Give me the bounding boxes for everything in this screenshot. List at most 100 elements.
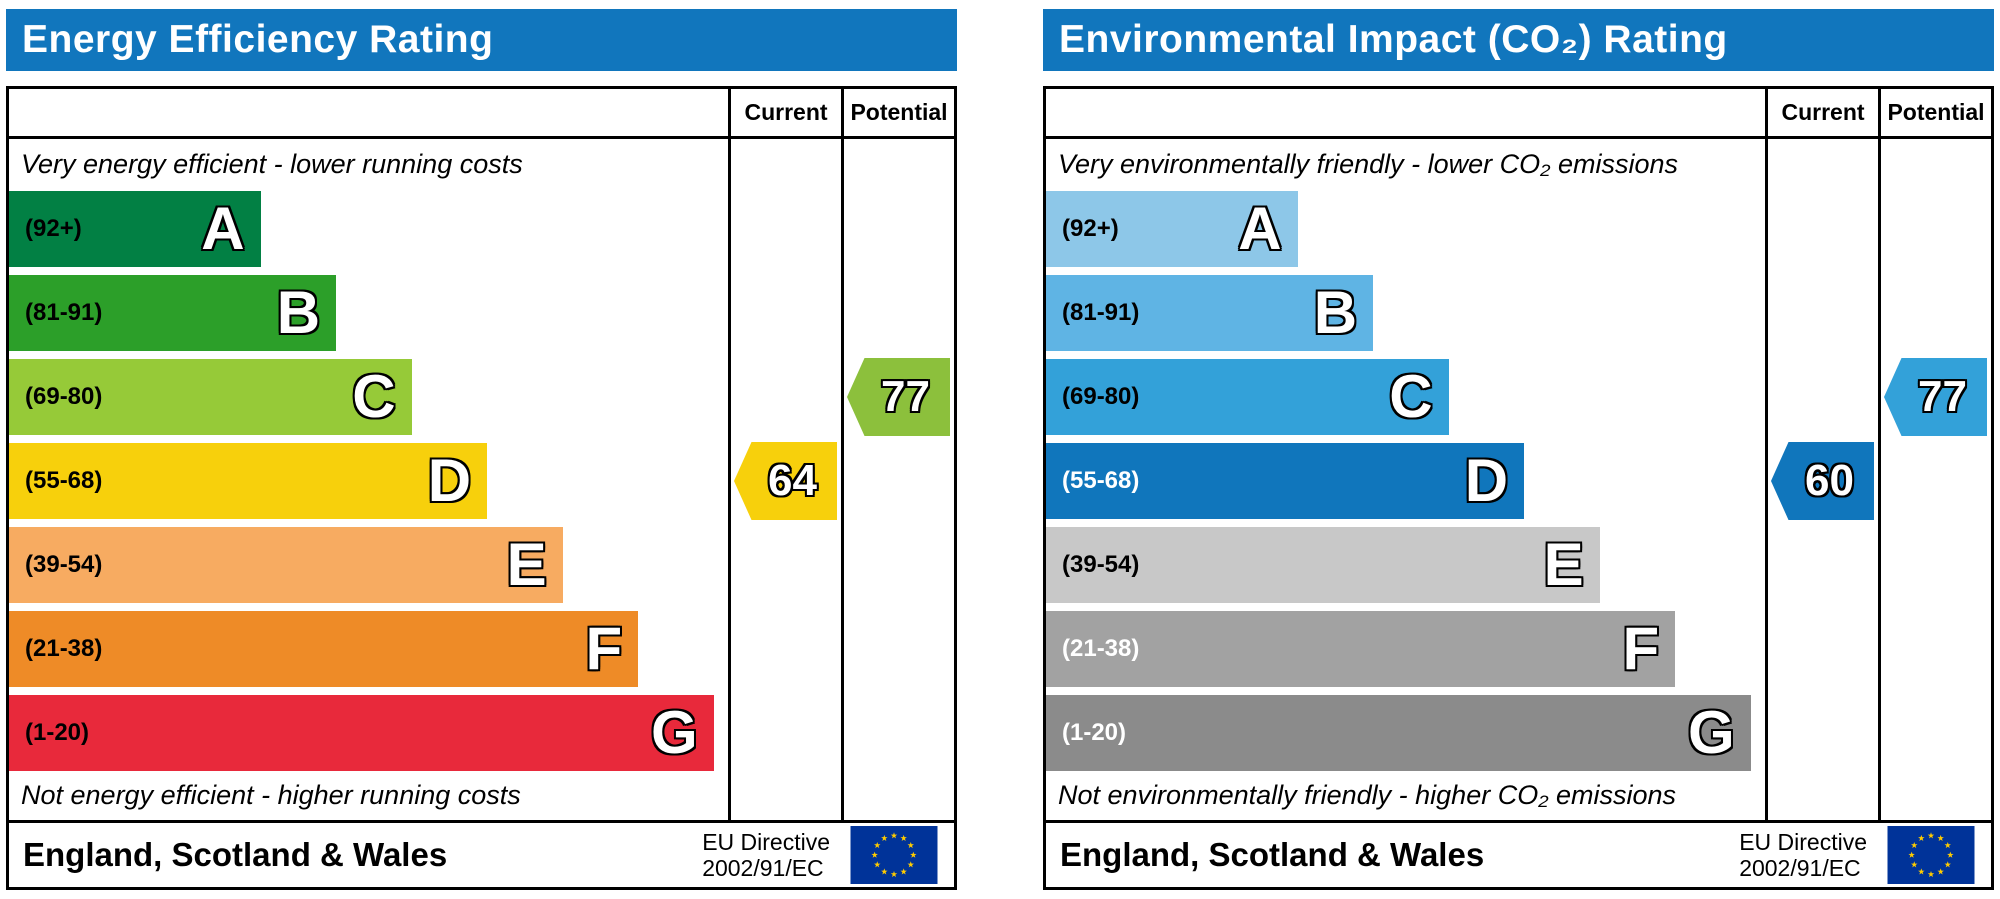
band-range-label: (92+) <box>1062 215 1119 242</box>
band-range-label: (1-20) <box>1062 719 1127 746</box>
band-range-label: (39-54) <box>1062 551 1140 578</box>
band-row-c: (69-80) C <box>1046 359 1765 435</box>
band-letter: A <box>201 195 245 262</box>
eu-directive-line1: EU Directive <box>1739 828 1867 855</box>
band-range-label: (1-20) <box>25 719 90 746</box>
band-list: (92+) A (81-91) B (69-80) C (55-68) D (39-54) E (2… <box>1046 191 1765 771</box>
band-row-b: (81-91) B <box>9 275 728 351</box>
eu-directive-label: EU Directive 2002/91/EC <box>702 829 830 882</box>
eu-directive-line2: 2002/91/EC <box>702 855 824 881</box>
band-letter: F <box>1622 615 1660 682</box>
band-bar-a: (92+) A <box>1046 191 1298 267</box>
potential-column-header: Potential <box>1878 89 1991 136</box>
chart-title: Energy Efficiency Rating <box>22 18 494 61</box>
band-bar-b: (81-91) B <box>9 275 337 351</box>
band-range-label: (69-80) <box>1062 383 1140 410</box>
band-letter: E <box>506 531 547 598</box>
bottom-note: Not energy efficient - higher running co… <box>21 780 521 810</box>
band-range-label: (69-80) <box>25 383 103 410</box>
band-letter: D <box>1464 447 1509 514</box>
eu-directive-line2: 2002/91/EC <box>1739 855 1861 881</box>
band-row-b: (81-91) B <box>1046 275 1765 351</box>
current-rating-arrow: 60 <box>1771 442 1874 520</box>
chart-footer: England, Scotland & Wales EU Directive 2… <box>9 820 954 887</box>
band-bar-e: (39-54) E <box>9 527 563 603</box>
band-range-label: (55-68) <box>1062 467 1140 494</box>
eu-directive-line1: EU Directive <box>702 828 830 855</box>
header-spacer <box>1046 89 1765 136</box>
band-area: Very energy efficient - lower running co… <box>9 136 728 820</box>
band-letter: E <box>1543 531 1584 598</box>
chart-footer: England, Scotland & Wales EU Directive 2… <box>1046 820 1991 887</box>
current-column-header: Current <box>1765 89 1878 136</box>
band-row-e: (39-54) E <box>9 527 728 603</box>
band-bar-f: (21-38) F <box>1046 611 1676 687</box>
top-note: Very energy efficient - lower running co… <box>21 148 523 179</box>
current-column: 64 <box>728 136 841 820</box>
band-row-c: (69-80) C <box>9 359 728 435</box>
band-bar-d: (55-68) D <box>9 443 488 519</box>
band-letter: G <box>1687 699 1735 766</box>
band-bar-c: (69-80) C <box>1046 359 1449 435</box>
band-list: (92+) A (81-91) B (69-80) C (55-68) D (39-54) E (2… <box>9 191 728 771</box>
band-letter: A <box>1238 195 1282 262</box>
band-bar-c: (69-80) C <box>9 359 412 435</box>
top-note: Very environmentally friendly - lower CO… <box>1058 148 1678 179</box>
band-letter: D <box>427 447 472 514</box>
potential-column: 77 <box>841 136 954 820</box>
band-letter: C <box>352 363 396 430</box>
eu-flag-icon <box>1881 826 1981 884</box>
header-spacer <box>9 89 728 136</box>
band-bar-e: (39-54) E <box>1046 527 1600 603</box>
band-row-e: (39-54) E <box>1046 527 1765 603</box>
chart-grid: Current Potential Very energy efficient … <box>9 89 954 820</box>
current-column-header: Current <box>728 89 841 136</box>
bottom-note: Not environmentally friendly - higher CO… <box>1058 780 1677 810</box>
energy-efficiency-rating-chart: Energy Efficiency Rating Current Potenti… <box>6 9 957 890</box>
band-bar-b: (81-91) B <box>1046 275 1374 351</box>
band-letter: C <box>1389 363 1433 430</box>
band-letter: B <box>1313 279 1358 346</box>
band-letter: B <box>276 279 321 346</box>
band-bar-g: (1-20) G <box>9 695 714 771</box>
region-label: England, Scotland & Wales <box>23 836 448 873</box>
band-row-a: (92+) A <box>9 191 728 267</box>
band-bar-f: (21-38) F <box>9 611 639 687</box>
band-row-d: (55-68) D <box>1046 443 1765 519</box>
band-area: Very environmentally friendly - lower CO… <box>1046 136 1765 820</box>
band-range-label: (92+) <box>25 215 82 242</box>
potential-column: 77 <box>1878 136 1991 820</box>
current-column: 60 <box>1765 136 1878 820</box>
band-range-label: (55-68) <box>25 467 103 494</box>
potential-rating-arrow: 77 <box>1884 358 1987 436</box>
band-range-label: (81-91) <box>25 299 103 326</box>
chart-title: Environmental Impact (CO₂) Rating <box>1059 18 1728 61</box>
eu-directive-label: EU Directive 2002/91/EC <box>1739 829 1867 882</box>
chart-grid: Current Potential Very environmentally f… <box>1046 89 1991 820</box>
potential-rating-arrow: 77 <box>847 358 950 436</box>
band-row-a: (92+) A <box>1046 191 1765 267</box>
potential-column-header: Potential <box>841 89 954 136</box>
band-row-f: (21-38) F <box>9 611 728 687</box>
band-range-label: (21-38) <box>1062 635 1140 662</box>
band-letter: F <box>585 615 623 682</box>
band-row-f: (21-38) F <box>1046 611 1765 687</box>
band-bar-a: (92+) A <box>9 191 261 267</box>
band-bar-g: (1-20) G <box>1046 695 1751 771</box>
eu-flag-icon <box>844 826 944 884</box>
band-letter: G <box>650 699 698 766</box>
chart-table: Current Potential Very energy efficient … <box>6 86 957 890</box>
chart-table: Current Potential Very environmentally f… <box>1043 86 1994 890</box>
band-row-g: (1-20) G <box>1046 695 1765 771</box>
band-row-g: (1-20) G <box>9 695 728 771</box>
band-range-label: (81-91) <box>1062 299 1140 326</box>
chart-title-bar: Environmental Impact (CO₂) Rating <box>1043 9 1994 71</box>
band-range-label: (39-54) <box>25 551 103 578</box>
environmental-impact-rating-chart: Environmental Impact (CO₂) Rating Curren… <box>1043 9 1994 890</box>
band-row-d: (55-68) D <box>9 443 728 519</box>
current-rating-arrow: 64 <box>734 442 837 520</box>
chart-title-bar: Energy Efficiency Rating <box>6 9 957 71</box>
band-range-label: (21-38) <box>25 635 103 662</box>
region-label: England, Scotland & Wales <box>1060 836 1485 873</box>
